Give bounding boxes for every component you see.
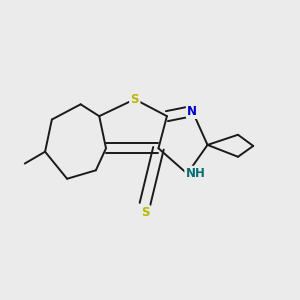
Text: S: S [130, 93, 139, 106]
Text: S: S [141, 206, 149, 219]
Text: NH: NH [186, 167, 206, 180]
Text: N: N [187, 105, 197, 118]
